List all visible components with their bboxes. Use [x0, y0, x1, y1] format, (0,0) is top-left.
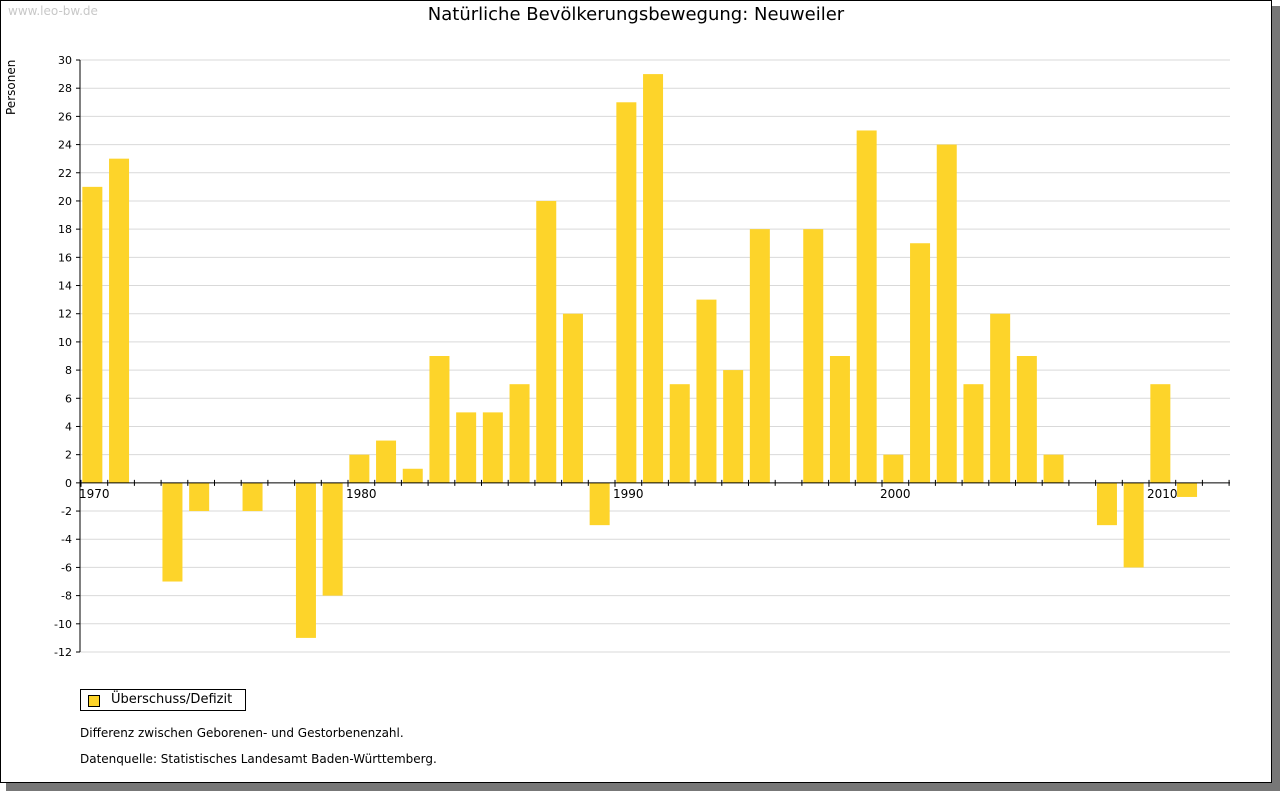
bar-2005: [1016, 356, 1037, 483]
description-note: Differenz zwischen Geborenen- und Gestor…: [80, 726, 404, 740]
y-tick-label: 10: [58, 336, 72, 349]
bar-1998: [829, 356, 850, 483]
bar-2001: [910, 243, 931, 483]
y-tick-label: -10: [54, 618, 72, 631]
frame-shadow-bottom: [6, 783, 1280, 791]
y-tick-label: 24: [58, 139, 72, 152]
bar-1978: [295, 482, 316, 638]
legend-label: Überschuss/Defizit: [111, 692, 233, 707]
bar-1995: [749, 229, 770, 483]
x-tick-label-1990: 1990: [613, 487, 644, 501]
chart-title: Natürliche Bevölkerungsbewegung: Neuweil…: [427, 4, 845, 25]
bar-2000: [883, 454, 904, 483]
frame-shadow-right: [1272, 6, 1280, 791]
bar-1985: [482, 412, 503, 483]
bar-1970: [82, 186, 103, 483]
y-tick-label: 6: [65, 392, 72, 405]
x-tick-label-2000: 2000: [880, 487, 911, 501]
bar-1974: [189, 482, 210, 512]
source-note: Datenquelle: Statistisches Landesamt Bad…: [80, 752, 437, 766]
bar-1981: [376, 440, 397, 483]
y-tick-label: 16: [58, 251, 72, 264]
y-tick-label: 26: [58, 110, 72, 123]
y-tick-label: 18: [58, 223, 72, 236]
y-tick-label: 22: [58, 167, 72, 180]
y-tick-label: 30: [58, 54, 72, 67]
y-tick-label: 8: [65, 364, 72, 377]
bar-1988: [562, 313, 583, 483]
bar-1991: [643, 74, 664, 483]
bar-2008: [1096, 482, 1117, 526]
bar-1990: [616, 102, 637, 483]
bar-1979: [322, 482, 343, 596]
y-tick-label: 20: [58, 195, 72, 208]
bar-1994: [723, 370, 744, 483]
watermark: www.leo-bw.de: [8, 4, 98, 18]
bar-2004: [990, 313, 1011, 483]
bar-2003: [963, 384, 984, 483]
bar-1987: [536, 200, 557, 483]
bar-1973: [162, 482, 183, 582]
legend-swatch: [88, 695, 100, 707]
bar-1980: [349, 454, 370, 483]
y-tick-label: 0: [65, 477, 72, 490]
y-tick-label: 2: [65, 449, 72, 462]
bar-1984: [456, 412, 477, 483]
bar-1992: [669, 384, 690, 483]
bar-2010: [1150, 384, 1171, 483]
x-tick-label-1980: 1980: [346, 487, 377, 501]
bar-2011: [1177, 482, 1198, 497]
bar-1982: [402, 468, 423, 483]
y-tick-label: -4: [61, 533, 72, 546]
bar-1986: [509, 384, 530, 483]
legend: Überschuss/Defizit: [80, 689, 246, 711]
y-tick-label: -12: [54, 646, 72, 659]
y-tick-label: 14: [58, 280, 72, 293]
y-tick-label: -8: [61, 590, 72, 603]
x-tick-label-2010: 2010: [1147, 487, 1178, 501]
bar-1997: [803, 229, 824, 483]
bar-1971: [109, 158, 130, 483]
bar-1989: [589, 482, 610, 526]
y-tick-label: 4: [65, 420, 72, 433]
bar-1999: [856, 130, 877, 483]
y-tick-label: -2: [61, 505, 72, 518]
bar-1993: [696, 299, 717, 483]
y-tick-label: -6: [61, 561, 72, 574]
y-tick-label: 12: [58, 308, 72, 321]
x-tick-label-1970: 1970: [79, 487, 110, 501]
bar-2009: [1123, 482, 1144, 568]
bar-1983: [429, 356, 450, 483]
bar-2006: [1043, 454, 1064, 483]
bar-1976: [242, 482, 263, 512]
bar-2002: [936, 144, 957, 483]
y-tick-label: 28: [58, 82, 72, 95]
